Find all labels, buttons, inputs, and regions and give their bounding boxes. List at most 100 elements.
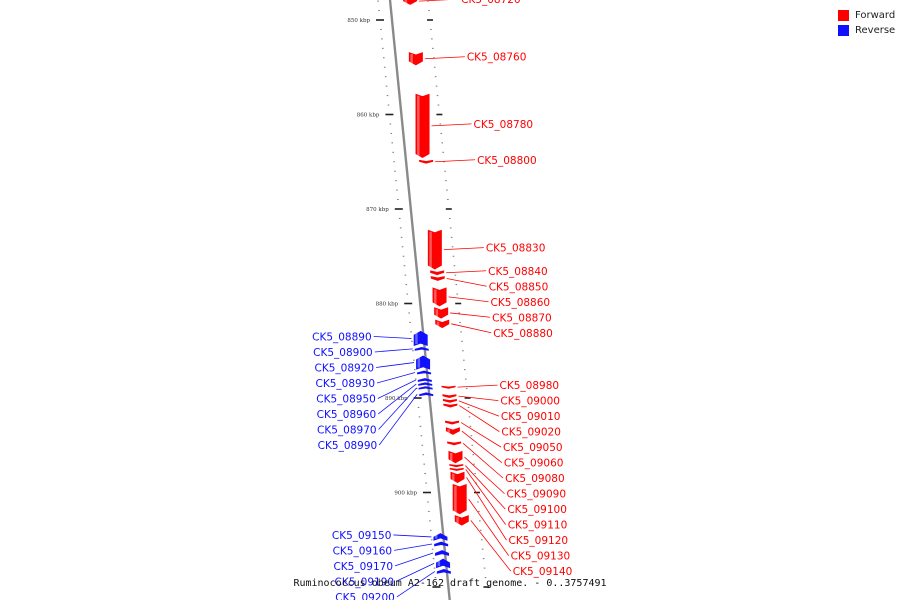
gene-arrow[interactable] bbox=[414, 346, 429, 351]
gene-label[interactable]: CK5_08970 bbox=[317, 424, 377, 436]
gene-label[interactable]: CK5_08780 bbox=[474, 119, 534, 131]
label-leader-line bbox=[396, 571, 436, 598]
gene-arrow[interactable] bbox=[450, 471, 465, 484]
gene-arrow[interactable] bbox=[452, 483, 467, 515]
gene-label[interactable]: CK5_08800 bbox=[477, 155, 537, 167]
gene-arrow[interactable] bbox=[430, 270, 445, 276]
reverse-swatch-icon bbox=[838, 25, 849, 36]
gene-arrow[interactable] bbox=[448, 450, 463, 464]
gene-arrow-highlight bbox=[452, 473, 455, 482]
label-leader-line bbox=[468, 498, 509, 556]
gene-label[interactable]: CK5_08950 bbox=[316, 393, 376, 405]
label-leader-line bbox=[419, 0, 450, 2]
gene-label[interactable]: CK5_08920 bbox=[315, 362, 375, 374]
gene-arrow[interactable] bbox=[408, 52, 423, 66]
gene-labels: CK5_08720 CK5_08760 CK5_08780 CK5_08800 CK5_… bbox=[312, 0, 572, 600]
gene-arrow[interactable] bbox=[418, 386, 433, 390]
gene-arrow[interactable] bbox=[417, 378, 432, 382]
label-leader-line bbox=[377, 379, 416, 399]
gene-label[interactable]: CK5_09060 bbox=[504, 458, 564, 470]
gene-arrow-highlight bbox=[417, 357, 421, 368]
gene-arrow[interactable] bbox=[435, 550, 450, 556]
gene-label[interactable]: CK5_08890 bbox=[312, 331, 372, 343]
gene-arrow[interactable] bbox=[442, 394, 457, 398]
gene-label[interactable]: CK5_09020 bbox=[501, 427, 561, 439]
gene-label[interactable]: CK5_09170 bbox=[333, 561, 393, 573]
gene-label[interactable]: CK5_08880 bbox=[493, 328, 553, 340]
gene-arrow[interactable] bbox=[433, 533, 448, 541]
gene-arrow-highlight bbox=[415, 332, 418, 345]
gene-arrow[interactable] bbox=[445, 420, 460, 425]
gene-arrow[interactable] bbox=[419, 392, 434, 397]
gene-arrow[interactable] bbox=[417, 370, 432, 375]
gene-arrow[interactable] bbox=[441, 385, 456, 389]
label-leader-line bbox=[450, 312, 491, 318]
gene-arrow[interactable] bbox=[432, 287, 447, 307]
gene-label[interactable]: CK5_08960 bbox=[317, 409, 377, 421]
gene-arrow[interactable] bbox=[419, 159, 434, 164]
gene-arrow[interactable] bbox=[454, 515, 469, 526]
gene-arrow[interactable] bbox=[436, 558, 451, 569]
gene-label[interactable]: CK5_09150 bbox=[332, 530, 392, 542]
gene-label[interactable]: CK5_08850 bbox=[489, 281, 549, 293]
gene-label[interactable]: CK5_08980 bbox=[500, 380, 560, 392]
gene-arrow[interactable] bbox=[436, 569, 451, 574]
gene-label[interactable]: CK5_09010 bbox=[501, 411, 561, 423]
label-leader-line bbox=[377, 383, 417, 415]
gene-label[interactable]: CK5_09140 bbox=[513, 566, 573, 578]
gene-label[interactable]: CK5_09130 bbox=[511, 551, 571, 563]
gene-arrow-highlight bbox=[410, 54, 413, 64]
gene-label[interactable]: CK5_09190 bbox=[335, 576, 395, 588]
gene-arrow[interactable] bbox=[434, 307, 449, 319]
gene-arrow-highlight bbox=[429, 231, 432, 268]
gene-arrow[interactable] bbox=[416, 355, 431, 370]
gene-label[interactable]: CK5_08760 bbox=[467, 52, 527, 64]
gene-arrow[interactable] bbox=[418, 382, 433, 386]
gene-arrow-highlight bbox=[435, 309, 439, 317]
gene-arrow[interactable] bbox=[430, 276, 445, 281]
label-leader-line bbox=[435, 159, 476, 163]
gene-arrow[interactable] bbox=[443, 403, 458, 408]
label-leader-line bbox=[457, 384, 498, 388]
label-leader-line bbox=[460, 422, 502, 448]
gene-label[interactable]: CK5_09160 bbox=[333, 545, 393, 557]
genome-caption: Ruminococcus obeum A2-162 draft genome. … bbox=[293, 578, 607, 589]
gene-label[interactable]: CK5_09120 bbox=[509, 535, 569, 547]
gene-label[interactable]: CK5_09080 bbox=[505, 473, 565, 485]
tick-label: 860 kbp bbox=[357, 113, 380, 119]
gene-arrow[interactable] bbox=[434, 541, 449, 547]
forward-swatch-icon bbox=[838, 10, 849, 21]
gene-label[interactable]: CK5_08870 bbox=[492, 312, 552, 324]
gene-label[interactable]: CK5_08720 bbox=[461, 0, 521, 6]
gene-label[interactable]: CK5_08900 bbox=[313, 347, 373, 359]
gene-arrow[interactable] bbox=[435, 319, 450, 329]
gene-label[interactable]: CK5_09090 bbox=[506, 489, 566, 501]
gene-arrow[interactable] bbox=[415, 93, 430, 158]
gene-arrow[interactable] bbox=[449, 464, 464, 468]
gene-label[interactable]: CK5_08930 bbox=[316, 378, 376, 390]
gene-arrow[interactable] bbox=[403, 0, 418, 5]
label-leader-line bbox=[462, 443, 504, 479]
gene-label[interactable]: CK5_09200 bbox=[335, 592, 395, 600]
gene-label[interactable]: CK5_08860 bbox=[491, 297, 551, 309]
gene-arrow-highlight bbox=[436, 321, 440, 327]
label-leader-line bbox=[446, 270, 487, 274]
legend-item-reverse: Reverse bbox=[838, 23, 895, 38]
gene-label[interactable]: CK5_09110 bbox=[508, 520, 568, 532]
gene-arrow-highlight bbox=[447, 429, 450, 433]
gene-arrow-highlight bbox=[434, 535, 438, 539]
gene-label[interactable]: CK5_08840 bbox=[488, 266, 548, 278]
gene-label[interactable]: CK5_08990 bbox=[318, 440, 378, 452]
gene-arrow[interactable] bbox=[442, 398, 457, 403]
gene-arrow[interactable] bbox=[449, 467, 464, 471]
gene-arrow[interactable] bbox=[427, 229, 442, 270]
gene-arrow[interactable] bbox=[447, 441, 462, 446]
gene-arrow[interactable] bbox=[445, 427, 460, 435]
gene-arrow[interactable] bbox=[413, 330, 428, 347]
gene-label[interactable]: CK5_09000 bbox=[500, 396, 560, 408]
gene-label[interactable]: CK5_09050 bbox=[503, 442, 563, 454]
gene-label[interactable]: CK5_09100 bbox=[507, 504, 567, 516]
label-leader-line bbox=[443, 247, 484, 251]
gene-label[interactable]: CK5_08830 bbox=[486, 243, 546, 255]
